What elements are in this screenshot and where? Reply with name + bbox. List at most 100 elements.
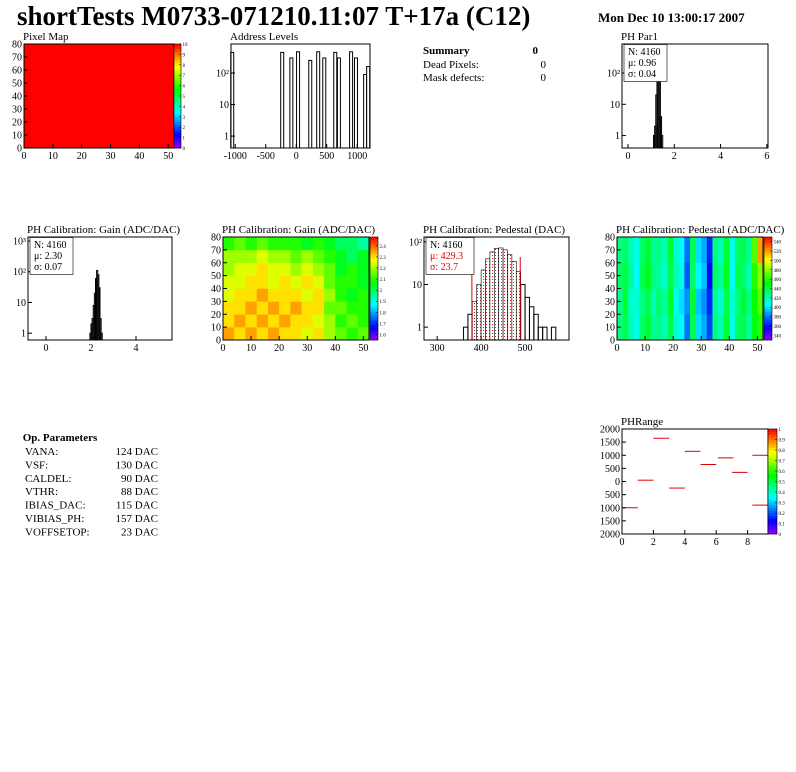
x-tick-label: 500: [319, 151, 334, 162]
heat-cell: [734, 314, 741, 341]
heat-cell: [223, 237, 235, 251]
z-tick-label: 500: [774, 259, 782, 264]
y-tick-label: 1: [224, 132, 229, 143]
chart-title: PHRange: [621, 416, 663, 428]
colorbar-strip: [768, 499, 777, 503]
colorbar-strip: [768, 492, 777, 495]
heat-cell: [718, 237, 724, 264]
colorbar-strip: [370, 301, 378, 305]
heat-cell: [312, 314, 325, 328]
colorbar-strip: [768, 463, 777, 467]
colorbar-strip: [370, 321, 378, 325]
y-tick-label: 30: [605, 297, 615, 308]
y-tick-label: 40: [211, 284, 221, 295]
heat-cell: [740, 237, 747, 264]
colorbar-strip: [174, 129, 181, 133]
colorbar-strip: [370, 334, 378, 338]
y-tick-label: 0: [216, 336, 221, 347]
colorbar-strip: [764, 314, 772, 318]
colorbar-strip: [764, 237, 772, 240]
heat-cell: [357, 301, 370, 315]
colorbar-strip: [764, 262, 772, 266]
colorbar-strip: [764, 270, 772, 274]
colorbar-strip: [370, 285, 378, 289]
heat-cell: [645, 237, 651, 264]
heat-cell: [746, 237, 753, 264]
colorbar-strip: [764, 337, 772, 341]
heat-cell: [279, 237, 291, 251]
heat-cell: [346, 237, 359, 251]
frame: [621, 43, 769, 149]
heat-cell: [324, 327, 336, 341]
op-value: 88 DAC: [121, 486, 158, 498]
colorbar-strip: [764, 301, 772, 305]
colorbar-strip: [370, 278, 378, 282]
heat-cell: [678, 237, 685, 264]
colorbar-strip: [174, 135, 181, 138]
y-tick-label: 10²: [13, 267, 26, 278]
y-tick-label: 20: [211, 310, 221, 321]
heat-cell: [357, 237, 370, 251]
spike: [353, 57, 358, 149]
x-tick-label: 0: [620, 537, 625, 548]
colorbar-strip: [768, 526, 777, 530]
x-tick-label: 20: [77, 151, 87, 162]
colorbar-strip: [764, 260, 772, 264]
spike: [296, 51, 301, 149]
heat-cell: [312, 288, 325, 302]
op-value: 115 DAC: [116, 500, 158, 512]
colorbar-strip: [370, 309, 378, 312]
heat-cell: [312, 301, 325, 315]
colorbar-strip: [768, 476, 777, 480]
heat-cell: [622, 237, 629, 264]
colorbar-strip: [768, 455, 777, 459]
heat-cell: [695, 262, 702, 289]
colorbar-strip: [370, 288, 378, 292]
heat-cell: [628, 314, 635, 341]
colorbar-strip: [174, 106, 181, 110]
heat-cell: [661, 314, 668, 341]
x-tick-label: 8: [745, 537, 750, 548]
colorbar-strip: [768, 471, 777, 474]
heat-cell: [723, 237, 730, 264]
heat-cell: [312, 275, 325, 289]
stats-line: μ: 429.3: [430, 251, 463, 262]
colorbar-strip: [370, 255, 378, 258]
summary-value: 0: [533, 45, 539, 57]
y-tick-label: 50: [211, 271, 221, 282]
heat-cell: [234, 249, 246, 264]
colorbar-strip: [174, 90, 181, 94]
colorbar-strip: [764, 283, 772, 287]
colorbar-strip: [764, 309, 772, 312]
heat-cell: [324, 249, 336, 264]
heat-cell: [290, 275, 302, 289]
colorbar-strip: [764, 293, 772, 297]
heat-cell: [690, 262, 696, 289]
spike: [333, 51, 338, 149]
heat-cell: [678, 262, 685, 289]
heat-cell: [256, 327, 269, 341]
colorbar-strip: [370, 244, 378, 248]
y-tick-label: 1: [417, 323, 422, 334]
heat-cell: [628, 237, 635, 264]
colorbar-strip: [370, 337, 378, 341]
colorbar-strip: [174, 62, 181, 66]
colorbar-strip: [764, 332, 772, 336]
heat-cell: [290, 237, 302, 251]
colorbar-strip: [370, 275, 378, 279]
hist-bar: [476, 284, 482, 341]
colorbar-strip: [764, 303, 772, 307]
heat-cell: [234, 301, 246, 315]
heat-cell: [706, 262, 713, 289]
y-tick-label: 50: [605, 271, 615, 282]
z-tick-label: 5: [183, 95, 186, 100]
heat-cell: [650, 237, 657, 264]
heat-cell: [346, 275, 359, 289]
heat-cell: [279, 275, 291, 289]
y-tick-label: 1: [21, 329, 26, 340]
heat-cell: [312, 262, 325, 276]
y-tick-label: 40: [605, 284, 615, 295]
heat-cell: [234, 262, 246, 276]
colorbar-strip: [174, 93, 181, 97]
op-label: VIBIAS_PH:: [25, 513, 84, 525]
